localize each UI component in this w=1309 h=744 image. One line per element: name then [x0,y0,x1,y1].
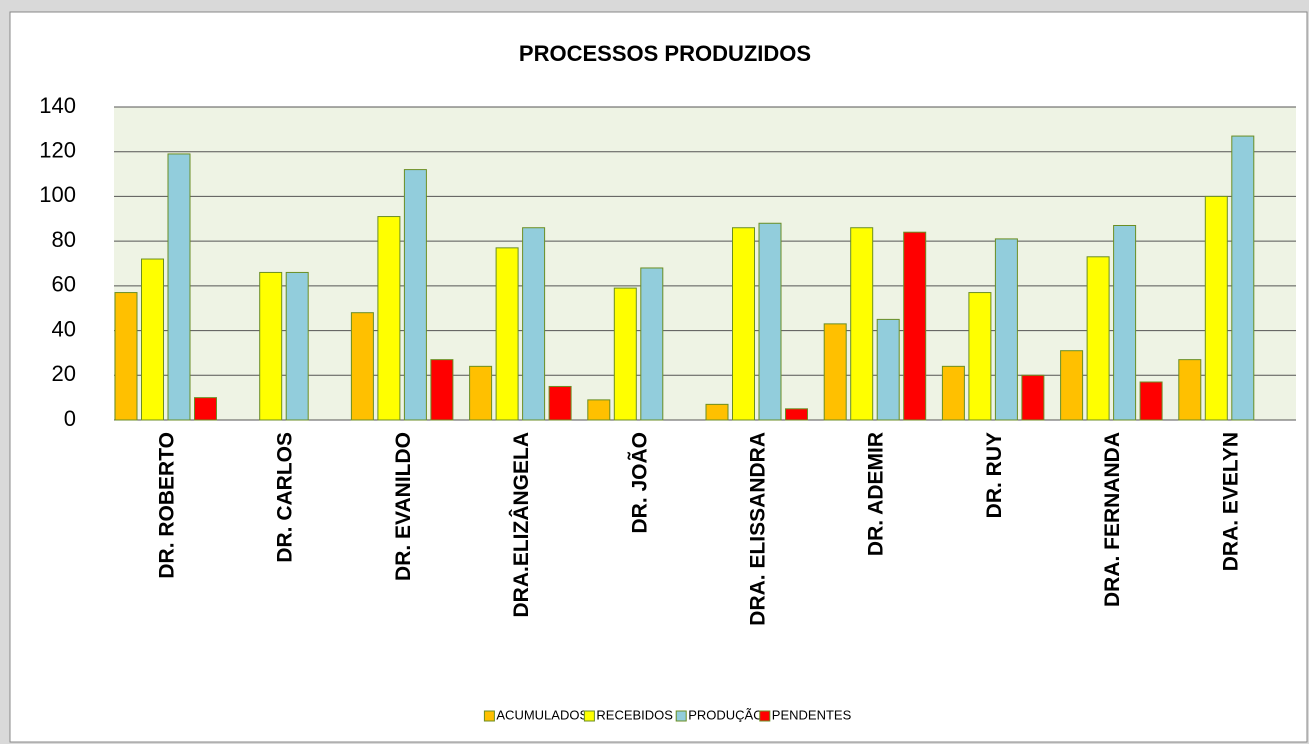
bar [167,153,191,421]
y-tick-label: 20 [52,361,76,386]
bar [377,216,401,421]
y-tick-label: 100 [39,182,76,207]
bar [1060,350,1084,421]
legend-swatch [675,710,687,722]
x-tick-label: DRA. FERNANDA [1101,432,1124,607]
x-tick-label: DR. EVANILDO [392,432,415,581]
x-tick-label: DR. ADEMIR [865,432,888,556]
bar [1113,224,1137,421]
bar [469,365,493,421]
bar [613,287,637,421]
bar [114,292,138,421]
bar [141,258,164,421]
bar [823,323,847,421]
bar [994,238,1018,421]
bar [785,408,808,421]
bar [587,399,611,421]
x-tick-label: DR. ROBERTO [156,432,179,579]
bar [705,403,729,421]
bar [903,231,927,421]
y-tick-label: 60 [52,272,76,297]
y-tick-label: 0 [64,406,76,431]
legend-label: PRODUÇÃO [688,707,763,722]
bar [522,227,546,421]
bar [1231,135,1255,421]
legend-label: ACUMULADOS [496,707,588,722]
y-tick-label: 80 [52,227,76,252]
bar [259,271,283,421]
bar [758,222,782,421]
bar [495,247,519,421]
x-tick-label: DR. JOÃO [628,432,651,534]
y-tick-label: 40 [52,316,76,341]
bar [548,385,572,421]
bar [876,318,900,421]
x-tick-label: DR. CARLOS [274,432,297,563]
legend-swatch [759,710,771,722]
x-tick-label: DRA.ELIZÂNGELA [509,432,533,618]
chart-title: PROCESSOS PRODUZIDOS [519,41,811,66]
bar [430,359,454,421]
bar [350,312,374,421]
y-tick-label: 140 [39,93,76,118]
bar [1086,256,1110,421]
bar [1021,374,1045,421]
bar [640,267,664,421]
y-tick-label: 120 [39,138,76,163]
legend-swatch [483,710,495,722]
x-tick-label: DR. RUY [983,432,1006,518]
x-tick-label: DRA. EVELYN [1219,432,1242,571]
bar [194,397,217,421]
bar [1139,381,1163,421]
bar [403,169,427,421]
bar [285,271,309,421]
bar [732,227,755,421]
bar [968,292,992,421]
bar [941,365,965,421]
bar [1178,359,1202,421]
bar [850,227,874,421]
legend-label: PENDENTES [772,707,852,722]
x-tick-label: DRA. ELISSANDRA [747,432,770,626]
legend-label: RECEBIDOS [596,707,673,722]
bar [1204,195,1228,421]
legend-swatch [583,710,595,722]
